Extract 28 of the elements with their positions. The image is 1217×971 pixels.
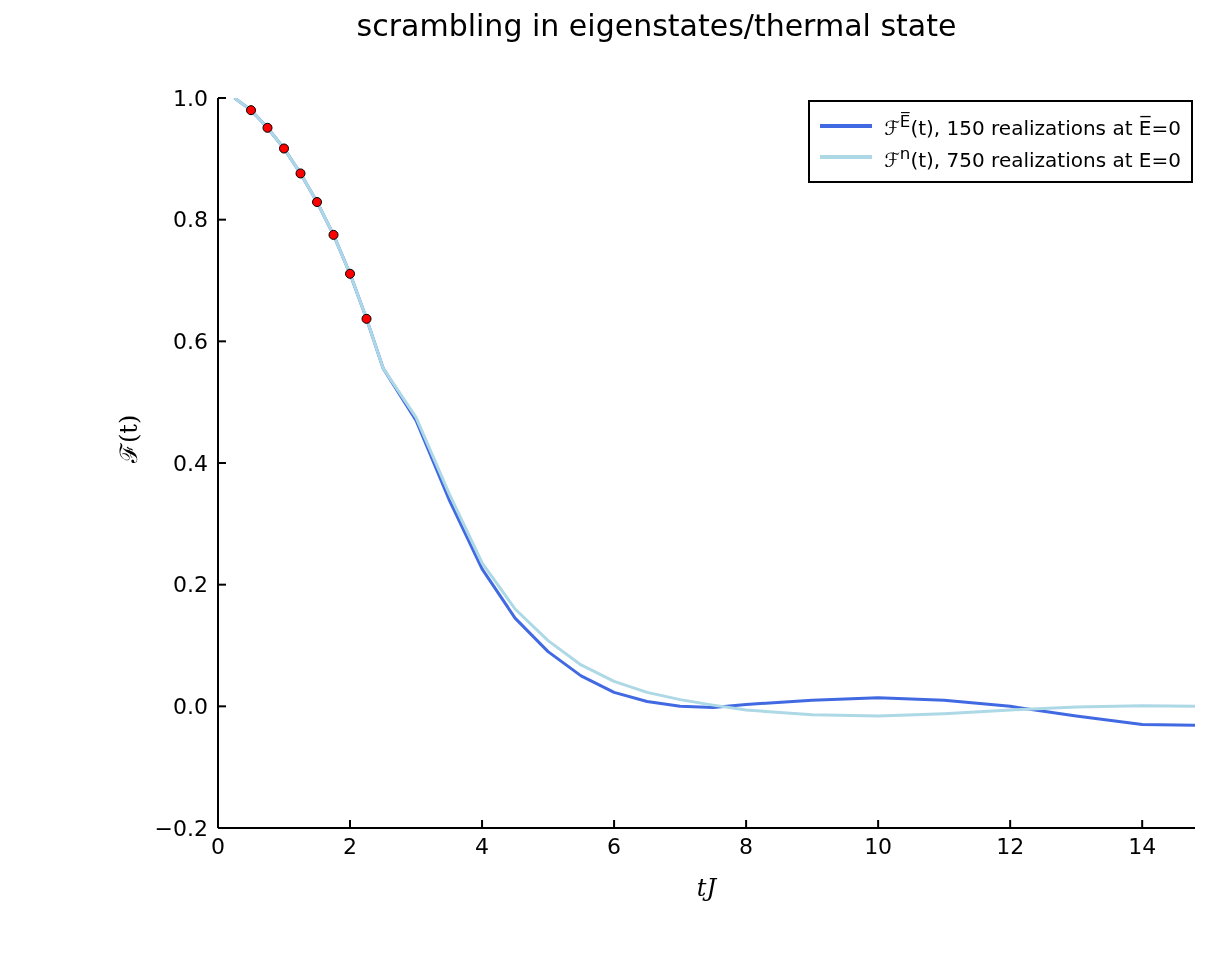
y-tick-label: 0.2 <box>173 572 208 598</box>
x-tick-label: 0 <box>211 833 225 859</box>
point <box>345 268 356 279</box>
point <box>312 197 323 208</box>
chart-title: scrambling in eigenstates/thermal state <box>355 8 958 43</box>
point <box>361 313 372 324</box>
point <box>295 168 306 179</box>
legend-label: ℱ$^{n}$(t), 750 realizations at E=0 <box>884 143 1181 172</box>
y-tick-label: 1.0 <box>173 85 208 111</box>
x-tick-label: 4 <box>475 833 490 859</box>
y-tick-label: −0.2 <box>154 815 208 841</box>
point <box>328 229 339 240</box>
x-tick-label: 8 <box>739 833 754 859</box>
x-tick-label: 10 <box>864 833 893 859</box>
point <box>262 122 273 133</box>
y-tick-label: 0.8 <box>173 207 208 233</box>
y-tick-label: 0.4 <box>173 450 208 476</box>
y-axis-title: ℱ(t) <box>114 414 143 464</box>
point <box>279 143 290 154</box>
x-tick-label: 12 <box>996 833 1025 859</box>
point <box>245 105 257 116</box>
x-axis-title: tJ <box>696 874 718 902</box>
x-tick-label: 14 <box>1128 833 1157 859</box>
y-tick-label: 0.0 <box>173 694 208 720</box>
x-tick-label: 6 <box>607 833 622 859</box>
y-tick-label: 0.6 <box>173 329 208 355</box>
x-tick-label: 2 <box>343 833 358 859</box>
legend-label: ℱ$^{E̅}$(t), 150 realizations at E̅=0 <box>884 112 1181 140</box>
